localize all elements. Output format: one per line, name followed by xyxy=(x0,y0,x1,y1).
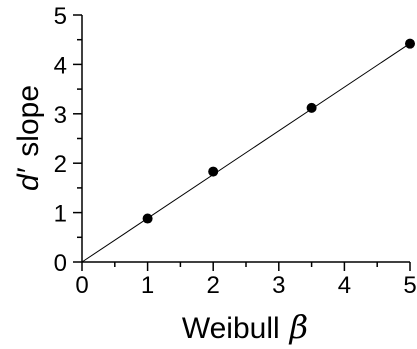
y-tick-label: 2 xyxy=(54,151,67,178)
y-axis-title: d′ slope xyxy=(12,85,45,191)
data-point xyxy=(208,166,219,177)
y-axis-title-symbol: d′ xyxy=(12,167,45,191)
x-axis-title-symbol: β xyxy=(289,308,309,346)
x-tick-label: 1 xyxy=(141,272,154,299)
y-tick-label: 4 xyxy=(54,52,67,79)
data-point xyxy=(405,38,415,49)
x-tick-label: 4 xyxy=(338,272,351,299)
x-tick-label: 5 xyxy=(403,272,416,299)
plot-area: 0 1 2 3 4 5 0 1 2 3 4 5 xyxy=(54,3,417,299)
x-tick-label: 2 xyxy=(207,272,220,299)
data-point xyxy=(142,213,153,224)
x-axis-title-text: Weibull xyxy=(182,312,280,345)
y-tick-label: 5 xyxy=(54,3,67,30)
fit-line xyxy=(81,42,411,263)
y-tick-label: 0 xyxy=(54,250,67,277)
x-axis-title: Weibull β xyxy=(182,308,308,346)
data-point xyxy=(306,102,317,113)
data-points xyxy=(142,38,415,224)
y-tick-label: 1 xyxy=(54,201,67,228)
y-tick-label: 3 xyxy=(54,102,67,129)
x-tick-label: 3 xyxy=(272,272,285,299)
y-ticks: 0 1 2 3 4 5 xyxy=(54,3,82,277)
x-ticks: 0 1 2 3 4 5 xyxy=(75,262,417,299)
x-tick-label: 0 xyxy=(75,272,88,299)
y-axis-title-text: slope xyxy=(12,85,45,157)
